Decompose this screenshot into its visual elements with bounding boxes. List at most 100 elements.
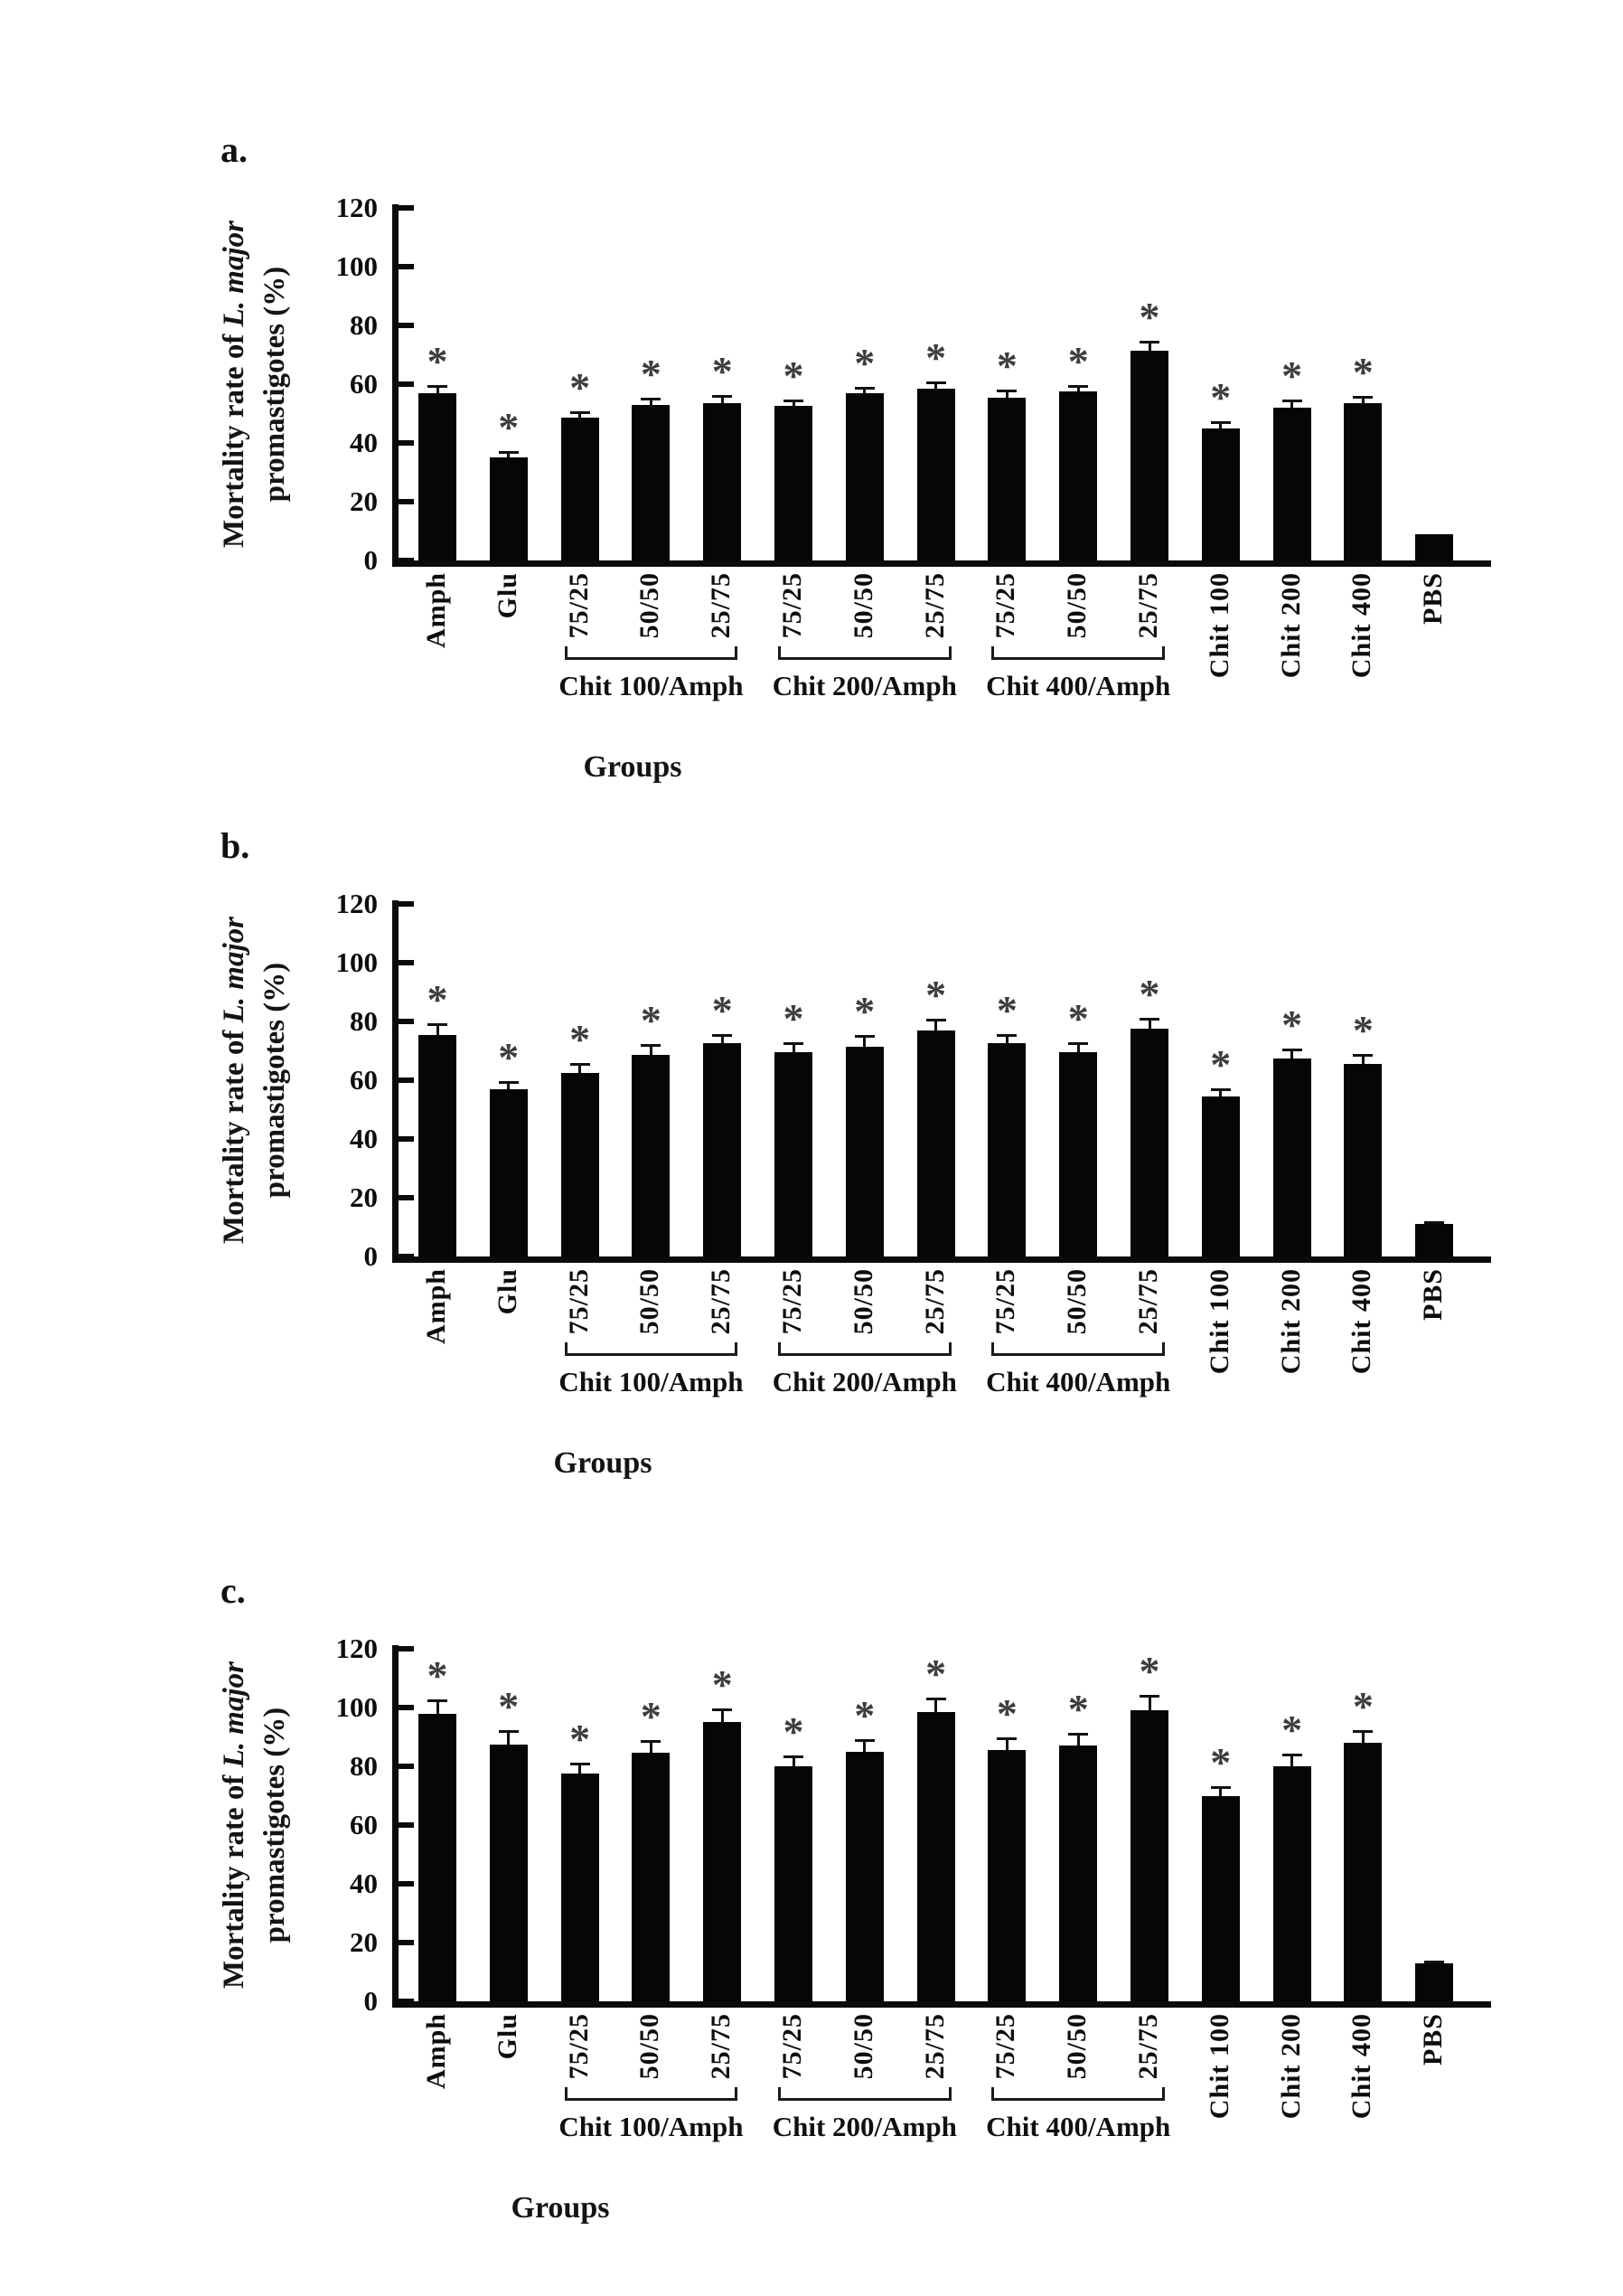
group-bracket	[991, 2098, 1165, 2101]
error-bar	[792, 1755, 795, 1766]
bar	[418, 392, 456, 560]
significance-asterisk: *	[925, 972, 947, 1019]
error-bar-cap	[569, 1063, 590, 1067]
group-bracket-end	[948, 646, 952, 657]
significance-asterisk: *	[711, 348, 733, 394]
bar	[1272, 408, 1311, 560]
significance-asterisk: *	[498, 404, 520, 451]
bar	[703, 1722, 742, 2001]
y-axis-title-line1: Mortality rate of L. major	[214, 104, 255, 664]
bar	[632, 1753, 671, 2001]
bar	[1344, 1064, 1383, 1256]
error-bar-cap	[997, 1033, 1018, 1037]
y-tick-label: 100	[335, 946, 379, 978]
error-bar-cap	[427, 384, 447, 388]
significance-asterisk: *	[1281, 352, 1303, 399]
bar	[916, 388, 955, 560]
group-bracket-end	[778, 2087, 781, 2098]
x-category-label: Chit 100	[1204, 572, 1234, 679]
error-bar	[1076, 1043, 1080, 1053]
group-bracket-end	[991, 2087, 995, 2098]
error-bar	[1219, 421, 1223, 428]
x-category-label: PBS	[1418, 1268, 1449, 1322]
y-axis-title: Mortality rate of L. major promastigotes…	[214, 1545, 297, 2105]
x-category-label: PBS	[1418, 572, 1449, 626]
error-bar	[1219, 1786, 1223, 1796]
x-category-label: 75/25	[990, 2013, 1021, 2080]
significance-asterisk: *	[1067, 337, 1089, 384]
x-category-label: 50/50	[634, 572, 665, 639]
y-tick	[397, 1999, 414, 2004]
error-bar-cap	[783, 399, 803, 402]
bar	[489, 1744, 528, 2001]
error-bar-cap	[925, 1019, 946, 1022]
significance-asterisk: *	[1210, 1738, 1232, 1785]
y-tick	[397, 1254, 414, 1259]
group-bracket	[778, 1353, 952, 1356]
x-category-label: 25/75	[706, 2013, 736, 2080]
bar	[1059, 391, 1098, 560]
error-bar-cap	[1068, 1042, 1089, 1046]
significance-asterisk: *	[1139, 1648, 1160, 1694]
y-axis-title-line2: promastigotes (%)	[258, 1707, 291, 1943]
y-axis-line	[392, 1645, 399, 2008]
error-bar	[934, 1698, 938, 1712]
y-tick-label: 40	[350, 1868, 378, 1899]
significance-asterisk: *	[1352, 1007, 1374, 1054]
error-bar	[934, 1020, 938, 1030]
error-bar-cap	[427, 1698, 447, 1702]
significance-asterisk: *	[498, 1033, 520, 1080]
error-bar	[436, 1024, 439, 1035]
error-bar	[1005, 1034, 1009, 1044]
x-category-label: 25/75	[919, 2013, 950, 2080]
x-category-label: 25/75	[919, 572, 950, 639]
error-bar-cap	[1068, 384, 1089, 388]
significance-asterisk: *	[711, 986, 733, 1033]
bar	[1130, 350, 1168, 560]
error-bar-cap	[783, 1755, 803, 1758]
bar	[1201, 1096, 1240, 1256]
y-axis-title: Mortality rate of L. major promastigotes…	[214, 800, 297, 1360]
x-category-label: 75/25	[777, 572, 807, 639]
bar	[1272, 1766, 1311, 2001]
x-category-label: PBS	[1418, 2013, 1449, 2066]
y-tick	[397, 1019, 414, 1024]
y-tick-label: 0	[363, 1240, 379, 1272]
error-bar-cap	[498, 451, 519, 455]
bar	[632, 1055, 671, 1256]
y-tick	[397, 1881, 414, 1887]
significance-asterisk: *	[1281, 1001, 1303, 1048]
error-bar-cap	[641, 1044, 661, 1047]
bar	[418, 1034, 456, 1256]
bar	[1344, 1743, 1383, 2001]
group-bracket-end	[564, 1342, 568, 1353]
y-tick-label: 80	[350, 1750, 378, 1782]
bar	[1272, 1058, 1311, 1256]
bar	[845, 1046, 884, 1256]
error-bar-cap	[1068, 1733, 1089, 1736]
error-bar	[649, 1045, 652, 1056]
y-tick-label: 0	[363, 1985, 379, 2017]
bar	[916, 1711, 955, 2001]
group-bracket	[991, 657, 1165, 660]
x-category-label: Amph	[421, 1268, 451, 1345]
x-category-label: 50/50	[848, 1268, 878, 1335]
bar	[845, 392, 884, 560]
y-axis-title-line1: Mortality rate of L. major	[214, 800, 255, 1360]
error-bar-cap	[1353, 395, 1374, 399]
x-category-label: 75/25	[777, 2013, 807, 2080]
y-tick-label: 20	[350, 1926, 378, 1958]
group-bracket-label: Chit 200/Amph	[772, 2111, 957, 2142]
x-category-label: Chit 200	[1275, 2013, 1306, 2120]
significance-asterisk: *	[1067, 995, 1089, 1042]
bar	[703, 403, 742, 560]
y-tick-label: 40	[350, 427, 378, 458]
x-category-label: 25/75	[1133, 572, 1163, 639]
group-bracket-end	[1162, 2087, 1165, 2098]
y-axis-line	[392, 204, 399, 567]
y-axis-title-italic: L. major	[218, 1661, 250, 1768]
error-bar	[507, 452, 511, 458]
error-bar-cap	[1140, 1017, 1159, 1021]
x-category-label: 25/75	[706, 1268, 736, 1335]
error-bar	[578, 411, 582, 419]
